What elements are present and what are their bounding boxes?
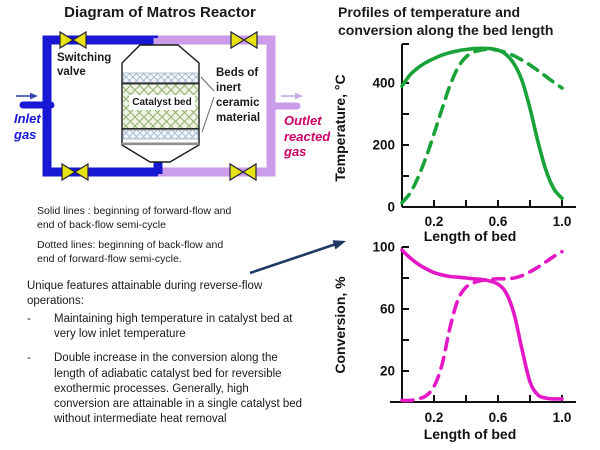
feature-item: - Maintaining high temperature in cataly…: [27, 312, 309, 342]
y-tick-label: 20: [380, 364, 395, 379]
y-tick-label: 100: [372, 240, 395, 255]
x-tick-label: 0.2: [425, 410, 444, 425]
series-dashed: [400, 249, 564, 403]
note-dotted-lines: Dotted lines: beginning of back-flow and…: [37, 239, 224, 265]
x-tick-label: 0.6: [489, 214, 508, 229]
features-heading: Unique features attainable during revers…: [27, 280, 263, 307]
catalyst-bed-label: Catalyst bed: [129, 95, 195, 110]
outlet-flow-arrow-icon: [281, 92, 303, 100]
inlet-flow-arrow-icon: [16, 92, 38, 100]
vessel-base-plate: [122, 142, 199, 146]
x-tick-label: 0.6: [489, 410, 508, 425]
note-solid-lines: Solid lines : beginning of forward-flow …: [37, 205, 232, 231]
temperature-chart: 0.2 0.6 1.0 0 200 400 Length of bed Temperature…: [332, 43, 576, 244]
inert-bed-bottom: [122, 129, 199, 140]
switching-valve-icon: [229, 162, 257, 182]
bullet-dash: -: [27, 313, 31, 325]
y-axis-label: Conversion, %: [332, 276, 348, 374]
axis: 0.2 0.6 1.0 20 60 100 Length of bed Conversion,…: [332, 240, 576, 442]
switching-valve-icon: [61, 162, 89, 182]
x-tick-label: 1.0: [553, 214, 572, 229]
vessel-divider-bottom: [122, 128, 199, 130]
beds-leader-line-bottom: [201, 96, 215, 133]
pointer-arrow-icon: [249, 240, 346, 275]
axis: 0.2 0.6 1.0 0 200 400 Length of bed Temperature…: [332, 43, 576, 244]
series-solid: [400, 248, 564, 401]
conversion-chart: 0.2 0.6 1.0 20 60 100 Length of bed Conversion,…: [332, 240, 576, 442]
bullet-dash: -: [27, 352, 31, 365]
vessel-divider-top: [122, 82, 199, 85]
x-tick-label: 1.0: [553, 410, 572, 425]
beds-leader-line-top: [200, 76, 215, 92]
feature-text: Maintaining high temperature in catalyst…: [54, 313, 293, 341]
inert-bed-top: [122, 72, 199, 83]
series-dashed: [400, 47, 564, 205]
switching-valve-icon: [59, 30, 87, 50]
x-tick-label: 0.2: [425, 214, 444, 229]
y-tick-label: 0: [387, 200, 395, 215]
feature-item: - Double increase in the conversion alon…: [27, 351, 309, 427]
x-axis-label: Length of bed: [424, 228, 517, 244]
y-axis-label: Temperature, °C: [332, 74, 348, 181]
outlet-gas-label: Outlet reacted gas: [284, 113, 331, 160]
beds-of-inert-label: Beds of inert ceramic material: [216, 67, 261, 124]
x-axis-label: Length of bed: [424, 426, 517, 442]
feature-text: Double increase in the conversion along …: [54, 352, 303, 426]
features-list: - Maintaining high temperature in cataly…: [27, 312, 309, 436]
switching-valve-icon: [230, 30, 258, 50]
y-tick-label: 200: [372, 138, 395, 153]
left-title: Diagram of Matros Reactor: [64, 4, 256, 21]
y-tick-label: 400: [372, 76, 395, 91]
inlet-gas-label: Inlet gas: [14, 111, 41, 142]
switching-valve-label: Switching valve: [57, 52, 112, 79]
right-title: Profiles of temperature and conversion a…: [338, 4, 554, 38]
y-tick-label: 60: [380, 302, 395, 317]
